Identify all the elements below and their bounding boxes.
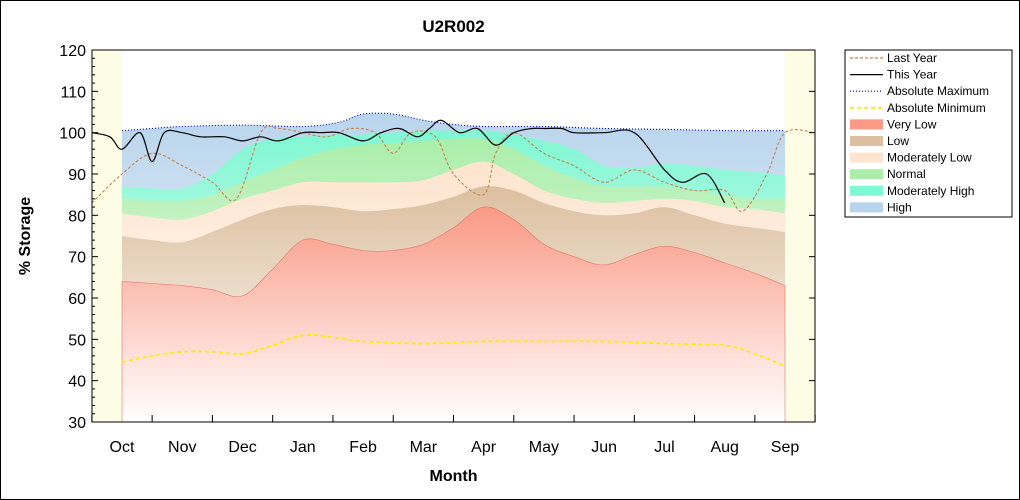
legend-item-low: Low [850,134,909,148]
x-tick-label-oct: Oct [110,439,135,456]
legend-swatch [850,185,883,196]
legend-label: Last Year [887,51,937,65]
legend-label: Low [887,134,909,148]
x-tick-label-sep: Sep [771,439,800,456]
legend-label: Moderately High [887,184,974,198]
series-absolute-minimum [121,333,786,368]
y-tick-label: 120 [59,43,86,60]
legend-label: Normal [887,167,926,181]
x-tick-label-mar: Mar [410,439,438,456]
y-tick-label: 40 [68,374,86,391]
x-tick-label-jan: Jan [290,439,316,456]
legend-item-last-year: Last Year [850,51,937,65]
series-last-year [91,125,816,212]
band-areas [121,113,786,423]
y-tick-label: 30 [68,415,86,432]
legend-item-absolute-minimum: Absolute Minimum [850,101,986,115]
y-tick-label: 60 [68,291,86,308]
legend-label: Very Low [887,117,937,131]
axes: 30 40 50 60 70 80 90 100 110 120 Oct Nov Dec Jan Feb Ma… [59,43,816,456]
x-axis-label: Month [430,468,478,485]
x-tick-label-aug: Aug [710,439,738,456]
y-tick-label: 110 [60,84,86,101]
legend-label: Absolute Maximum [887,84,989,98]
legend-swatch [850,169,883,180]
x-tick-label-feb: Feb [349,439,377,456]
x-tick-label-jul: Jul [654,439,674,456]
y-tick-label: 80 [68,208,86,225]
band-very-low [121,206,786,423]
legend-item-very-low: Very Low [850,117,937,131]
legend-swatch [850,152,883,163]
chart-title: U2R002 [422,17,484,36]
legend-item-absolute-maximum: Absolute Maximum [850,84,989,98]
legend-item-normal: Normal [850,167,926,181]
x-tick-label-may: May [529,439,559,456]
legend-swatch [850,136,883,146]
y-tick-label: 50 [68,332,86,349]
y-tick-label: 100 [59,126,86,143]
series-this-year [91,119,726,204]
legend-item-high: High [850,200,912,214]
x-tick-label-dec: Dec [228,439,256,456]
y-tick-label: 90 [68,167,86,184]
legend-label: Moderately Low [887,151,972,165]
legend-item-this-year: This Year [850,68,937,82]
y-tick-label: 70 [68,250,86,267]
legend-item-moderately-high: Moderately High [850,184,974,198]
legend-label: High [887,200,912,214]
legend-label: Absolute Minimum [887,101,986,115]
series-absolute-maximum [121,112,786,132]
legend-swatch [850,119,883,130]
legend-item-moderately-low: Moderately Low [850,151,972,165]
legend-swatch [850,202,883,213]
legend-label: This Year [887,68,937,82]
series-lines [91,112,816,368]
x-tick-label-nov: Nov [168,439,196,456]
x-tick-label-apr: Apr [471,439,497,456]
x-tick-label-jun: Jun [591,439,617,456]
legend: Last Year This Year Absolute Maximum Absolu… [844,49,1013,218]
y-axis-label: % Storage [17,197,34,275]
